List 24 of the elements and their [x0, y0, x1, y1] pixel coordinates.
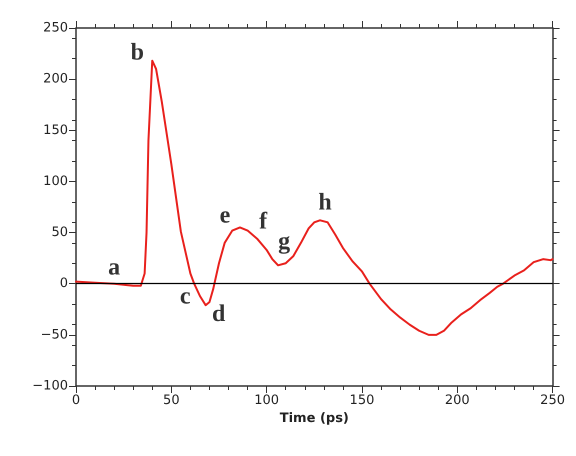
y-tick-label: −50	[40, 327, 68, 342]
annotation: a	[108, 254, 120, 281]
x-tick-label: 0	[72, 393, 80, 408]
annotation: d	[212, 301, 226, 328]
annotation: c	[180, 284, 191, 310]
y-tick-label: −100	[32, 378, 68, 394]
x-tick-label: 250	[540, 393, 566, 408]
y-tick-label: 250	[43, 20, 68, 36]
annotation: g	[278, 228, 290, 254]
annotation: h	[318, 189, 332, 216]
x-tick-label: 200	[444, 393, 470, 408]
annotation: b	[130, 40, 144, 66]
x-tick-label: 150	[350, 393, 374, 408]
y-tick-label: 0	[60, 276, 68, 292]
y-tick-label: 100	[43, 174, 68, 189]
x-tick-label: 50	[163, 393, 180, 408]
y-tick-label: 200	[43, 72, 68, 87]
annotation: f	[259, 208, 268, 235]
y-tick-label: 150	[43, 122, 68, 138]
y-tick-label: 50	[51, 225, 68, 240]
x-tick-label: 100	[254, 393, 280, 408]
x-axis-title: Time (ps)	[280, 411, 349, 426]
annotation: e	[220, 202, 231, 228]
line-series	[75, 60, 554, 336]
